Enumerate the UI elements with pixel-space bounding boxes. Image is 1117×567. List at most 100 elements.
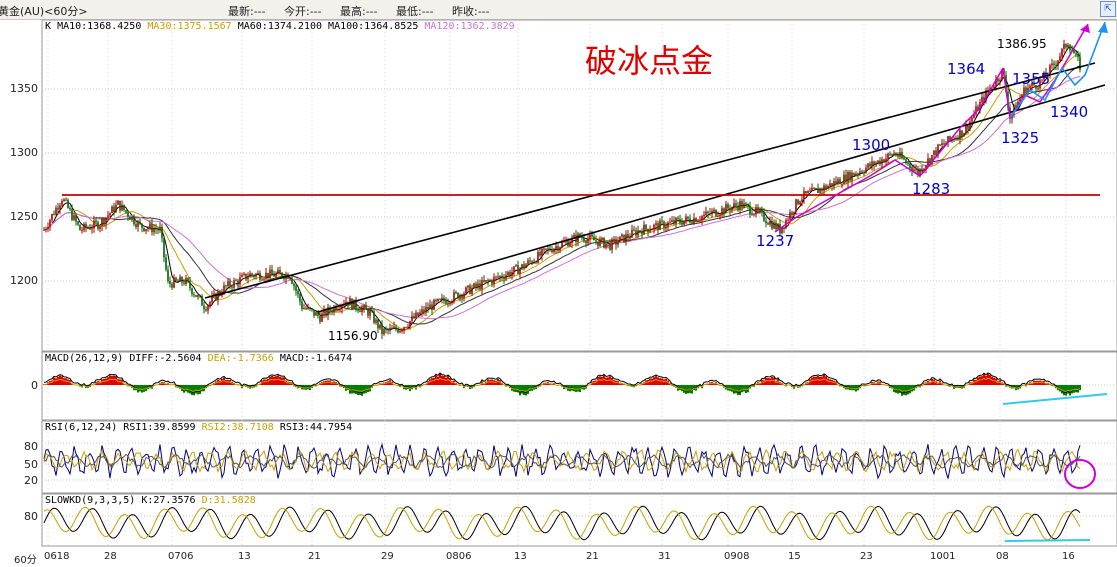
- candle-body: [515, 265, 517, 267]
- candle-body: [75, 215, 77, 222]
- candle-body: [687, 216, 689, 219]
- candle-body: [323, 309, 325, 314]
- candle-body: [453, 292, 455, 302]
- candle-body: [1025, 87, 1027, 94]
- candle-body: [309, 307, 311, 309]
- candle-body: [201, 296, 203, 306]
- candle-body: [175, 277, 177, 281]
- candle-body: [161, 226, 163, 239]
- rsi-label: RSI(6,12,24): [45, 422, 118, 433]
- candle-body: [1013, 105, 1015, 114]
- candle-body: [543, 248, 545, 250]
- rsi-series: [43, 442, 1081, 480]
- candle-body: [77, 221, 79, 225]
- candle-body: [303, 308, 305, 310]
- candle-body: [71, 209, 73, 220]
- candle-body: [753, 214, 755, 216]
- candle-body: [765, 220, 767, 224]
- candle-body: [849, 171, 851, 181]
- candle-body: [1039, 80, 1041, 89]
- candle-body: [417, 312, 419, 316]
- candle-body: [439, 298, 441, 300]
- candle-body: [761, 210, 763, 212]
- candle-body: [85, 223, 87, 228]
- candle-body: [777, 224, 779, 230]
- candle-body: [885, 158, 887, 163]
- candle-body: [883, 159, 885, 163]
- candle-body: [53, 213, 55, 215]
- kd-d-line: [43, 505, 1081, 541]
- candle-body: [73, 215, 75, 220]
- candle-body: [383, 329, 385, 335]
- candle-body: [767, 223, 769, 225]
- candle-body: [219, 291, 221, 295]
- candle-body: [929, 158, 931, 164]
- x-date-label: 08: [996, 551, 1009, 562]
- candle-body: [509, 272, 511, 276]
- candle-body: [731, 206, 733, 211]
- candle-body: [433, 299, 435, 310]
- candle-body: [203, 305, 205, 310]
- candle-body: [943, 143, 945, 145]
- candle-body: [1073, 50, 1075, 54]
- low-price: 最低:---: [396, 5, 434, 18]
- candle-body: [665, 226, 667, 229]
- candle-body: [805, 191, 807, 194]
- candle-body: [459, 294, 461, 299]
- candle-body: [291, 278, 293, 284]
- candle-body: [835, 181, 837, 184]
- main-panel-frame: [41, 19, 1117, 352]
- candle-body: [611, 239, 613, 250]
- candle-body: [1015, 105, 1017, 110]
- candle-body: [633, 229, 635, 231]
- candle-body: [169, 280, 171, 284]
- candle-body: [575, 234, 577, 242]
- candle-body: [709, 212, 711, 215]
- candle-body: [385, 329, 387, 331]
- candle-body: [1079, 56, 1081, 70]
- candle-body: [1029, 85, 1031, 88]
- candle-body: [771, 220, 773, 229]
- macd-y-tick-0: 0: [31, 379, 38, 392]
- candle-body: [489, 280, 491, 282]
- window-toggle-icon[interactable]: ⇱: [1100, 1, 1116, 17]
- candle-body: [311, 308, 313, 310]
- candle-body: [1063, 43, 1065, 49]
- candle-body: [185, 278, 187, 284]
- candle-body: [647, 228, 649, 233]
- candle-body: [879, 160, 881, 165]
- candle-body: [751, 214, 753, 216]
- candle-body: [43, 229, 45, 231]
- candle-body: [1059, 56, 1061, 61]
- candle-body: [845, 174, 847, 183]
- candle-body: [487, 280, 489, 282]
- high-price: 最高:---: [340, 5, 378, 18]
- candle-body: [955, 137, 957, 140]
- rsi-highlight-circle: [1064, 459, 1096, 489]
- candle-body: [775, 222, 777, 230]
- candle-body: [455, 292, 457, 294]
- candle-body: [373, 311, 375, 323]
- candle-body: [205, 309, 207, 311]
- candle-body: [703, 214, 705, 217]
- x-date-label: 13: [238, 551, 251, 562]
- candle-body: [721, 208, 723, 215]
- macd-divergence-line: [1002, 393, 1108, 405]
- candle-body: [905, 159, 907, 163]
- candle-body: [971, 117, 973, 122]
- candle-body: [395, 326, 397, 330]
- candle-body: [93, 220, 95, 229]
- candle-body: [993, 86, 995, 89]
- candle-body: [1005, 75, 1007, 92]
- candle-body: [1069, 45, 1071, 51]
- candle-body: [405, 327, 407, 329]
- candle-body: [89, 227, 91, 230]
- candle-body: [875, 162, 877, 166]
- candle-body: [865, 167, 867, 173]
- candle-body: [693, 218, 695, 224]
- candle-body: [119, 200, 121, 211]
- candle-body: [831, 183, 833, 187]
- candle-body: [491, 280, 493, 284]
- candle-body: [497, 276, 499, 278]
